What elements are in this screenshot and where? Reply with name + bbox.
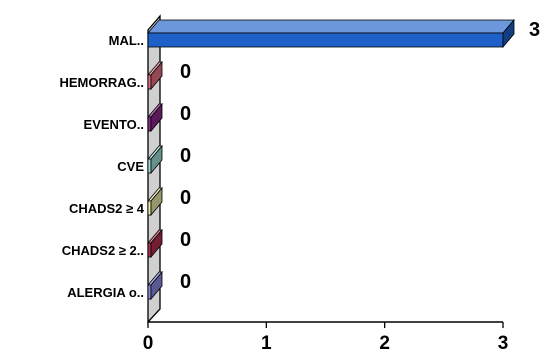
bar-front-face xyxy=(147,116,152,132)
x-tick-label: 0 xyxy=(143,333,154,354)
category-label: MAL.. xyxy=(109,33,144,48)
bar-side-face xyxy=(150,186,163,217)
bar-front-face xyxy=(147,284,152,300)
x-tick-labels: 0 1 2 3 xyxy=(143,333,509,354)
category-label: CVE xyxy=(117,159,144,174)
bar xyxy=(147,102,163,133)
bar-side-face xyxy=(502,18,515,49)
bar xyxy=(147,186,163,217)
bar-front-face xyxy=(147,74,152,90)
bars xyxy=(147,18,515,301)
bar xyxy=(147,228,163,259)
category-label: ALERGIA o.. xyxy=(67,285,144,300)
bar-side-face xyxy=(150,144,163,175)
category-label: EVENTO.. xyxy=(84,117,144,132)
bar xyxy=(147,18,515,49)
bar-side-face xyxy=(150,228,163,259)
x-tick-label: 2 xyxy=(379,333,390,354)
bar-side-face xyxy=(150,270,163,301)
value-label: 0 xyxy=(180,187,191,209)
category-labels: MAL.. HEMORRAG.. EVENTO.. CVE CHADS2 ≥ 4 CHAD… xyxy=(60,33,145,300)
value-label: 0 xyxy=(180,145,191,167)
bar-top-face xyxy=(147,19,515,34)
value-labels: 3 0 0 0 0 0 0 xyxy=(180,19,540,293)
value-label: 3 xyxy=(529,19,540,41)
bar-side-face xyxy=(150,102,163,133)
bar xyxy=(147,144,163,175)
value-label: 0 xyxy=(180,103,191,125)
category-label: CHADS2 ≥ 4 xyxy=(69,201,145,216)
bar xyxy=(147,60,163,91)
x-tick-label: 1 xyxy=(261,333,272,354)
bar-side-face xyxy=(150,60,163,91)
value-label: 0 xyxy=(180,229,191,251)
bar-front-face xyxy=(147,200,152,216)
bar-front-face xyxy=(147,32,504,48)
value-label: 0 xyxy=(180,271,191,293)
bar-front-face xyxy=(147,158,152,174)
bar xyxy=(147,270,163,301)
category-label: HEMORRAG.. xyxy=(60,75,145,90)
x-tick-label: 3 xyxy=(498,333,509,354)
plot-walls xyxy=(147,14,503,324)
category-label: CHADS2 ≥ 2.. xyxy=(62,243,144,258)
value-label: 0 xyxy=(180,61,191,83)
bar-front-face xyxy=(147,242,152,258)
x-tick-marks xyxy=(147,322,504,328)
